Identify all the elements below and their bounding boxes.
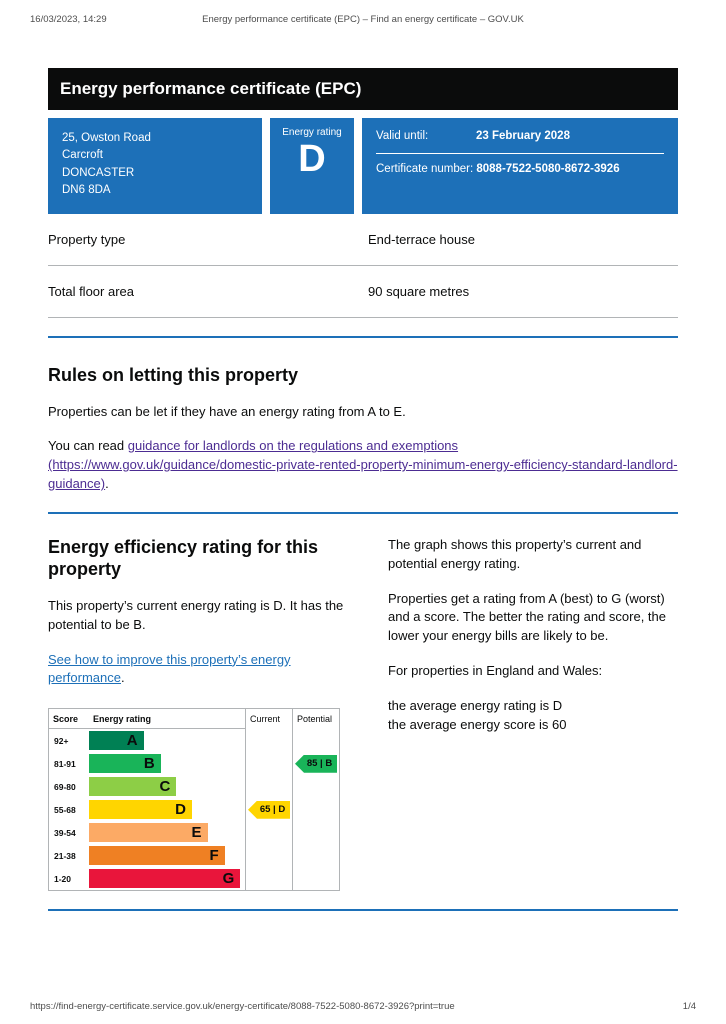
potential-column-cell: [292, 798, 339, 822]
average-rating-para: the average energy rating is D the averag…: [388, 697, 678, 735]
validity-box: Valid until: 23 February 2028 Certificat…: [362, 118, 678, 214]
efficiency-link-para: See how to improve this property’s energ…: [48, 651, 348, 689]
potential-column-cell: [292, 775, 339, 799]
print-timestamp: 16/03/2023, 14:29: [30, 14, 107, 25]
current-column-cell: [245, 729, 292, 753]
efficiency-section: Energy efficiency rating for this proper…: [48, 536, 678, 892]
address-line-2: Carcroft: [62, 149, 103, 162]
efficiency-link-suffix: .: [120, 670, 125, 686]
valid-until-label: Valid until:: [376, 130, 429, 142]
band-f: F: [89, 844, 245, 867]
graph-description-para: The graph shows this property’s current …: [388, 536, 642, 571]
property-type-label: Property type: [48, 232, 126, 247]
energy-rating-label: Energy rating: [282, 127, 342, 138]
band-a-bar: A: [89, 731, 144, 751]
band-g: G: [89, 867, 245, 890]
certificate-summary-panel: 25, Owston Road Carcroft DONCASTER DN6 8…: [48, 118, 678, 214]
address-line-3: DONCASTER: [62, 166, 135, 179]
band-b: B: [89, 752, 245, 775]
print-header: 16/03/2023, 14:29 Energy performance cer…: [0, 14, 726, 25]
efficiency-para-1: This property’s current energy rating is…: [48, 597, 344, 632]
improve-property-link[interactable]: See how to improve this property’s energ…: [48, 651, 291, 686]
band-b-bar: B: [89, 754, 161, 774]
current-column-cell: 65 | D: [245, 798, 292, 822]
potential-column-cell: 85 | B: [292, 752, 339, 776]
potential-column-cell: [292, 821, 339, 845]
address-line-1: 25, Owston Road: [62, 132, 151, 144]
energy-rating-value: D: [298, 138, 326, 180]
print-page-number: 1/4: [682, 1001, 696, 1012]
chart-header-rating: Energy rating: [89, 709, 245, 730]
certificate-page: Energy performance certificate (EPC) 25,…: [48, 0, 678, 912]
epc-banner-title: Energy performance certificate (EPC): [60, 79, 362, 98]
current-column-cell: [245, 775, 292, 799]
address-line-4: DN6 8DA: [62, 183, 111, 196]
band-score-range: 1-20: [54, 873, 72, 884]
band-f-bar: F: [89, 846, 225, 866]
section-divider: [48, 336, 678, 338]
band-c: C: [89, 775, 245, 798]
band-score-range: 81-91: [54, 758, 76, 769]
letting-rules-heading: Rules on letting this property: [48, 365, 299, 385]
band-score-range: 69-80: [54, 781, 76, 792]
current-column-cell: [245, 821, 292, 845]
potential-rating-marker: 85 | B: [295, 754, 337, 773]
rating-explanation-para: Properties get a rating from A (best) to…: [388, 590, 666, 644]
print-footer: https://find-energy-certificate.service.…: [30, 1001, 696, 1012]
band-a: A: [89, 729, 245, 752]
landlord-guidance-link[interactable]: guidance for landlords on the regulation…: [48, 438, 678, 492]
section-divider: [48, 511, 678, 514]
energy-rating-badge: Energy rating D: [270, 118, 354, 214]
letting-rules-para-1: Properties can be let if they have an en…: [48, 403, 406, 419]
certificate-number-value: 8088-7522-5080-8672-3926: [476, 163, 620, 175]
band-c-bar: C: [89, 777, 177, 797]
band-score-range: 55-68: [54, 804, 76, 815]
epc-rating-chart: Score Energy rating Current Potential 92…: [48, 708, 340, 892]
section-divider: [48, 909, 678, 912]
potential-column-cell: [292, 729, 339, 753]
chart-header-current: Current: [245, 709, 292, 730]
floor-area-label: Total floor area: [48, 284, 134, 299]
band-score-range: 39-54: [54, 827, 76, 838]
table-row-floor-area: Total floor area 90 square metres: [48, 266, 678, 318]
property-type-value: End-terrace house: [368, 232, 475, 247]
efficiency-right-column: The graph shows this property’s current …: [388, 536, 678, 891]
print-footer-url: https://find-energy-certificate.service.…: [30, 1001, 455, 1012]
band-score-range: 92+: [54, 735, 69, 746]
england-wales-intro: For properties in England and Wales:: [388, 663, 603, 679]
current-column-cell: [245, 752, 292, 776]
band-g-bar: G: [89, 869, 241, 889]
current-rating-marker: 65 | D: [248, 800, 290, 819]
certificate-number-row: Certificate number: 8088-7522-5080-8672-…: [376, 154, 664, 175]
band-score-range: 21-38: [54, 850, 76, 861]
band-d-bar: D: [89, 800, 192, 820]
potential-column-cell: [292, 844, 339, 868]
certificate-number-label: Certificate number:: [376, 163, 474, 175]
letting-para-2-suffix: .: [105, 476, 109, 492]
valid-until-row: Valid until: 23 February 2028: [376, 130, 664, 154]
letting-para-2-prefix: You can read: [48, 438, 128, 454]
print-page-title: Energy performance certificate (EPC) – F…: [202, 14, 524, 25]
floor-area-value: 90 square metres: [368, 284, 470, 299]
valid-until-date: 23 February 2028: [476, 130, 570, 142]
average-rating-line: the average energy rating is D: [388, 697, 563, 713]
average-score-line: the average energy score is 60: [388, 716, 567, 732]
letting-rules-para-2: You can read guidance for landlords on t…: [48, 437, 678, 494]
efficiency-heading: Energy efficiency rating for this proper…: [48, 536, 319, 580]
property-address: 25, Owston Road Carcroft DONCASTER DN6 8…: [48, 118, 262, 214]
current-column-cell: [245, 867, 292, 891]
efficiency-left-column: Energy efficiency rating for this proper…: [48, 536, 348, 892]
epc-banner: Energy performance certificate (EPC): [48, 68, 678, 110]
potential-column-cell: [292, 867, 339, 891]
chart-header-potential: Potential: [292, 709, 339, 730]
current-column-cell: [245, 844, 292, 868]
chart-header-score: Score: [49, 709, 89, 730]
band-e: E: [89, 821, 245, 844]
band-d: D: [89, 798, 245, 821]
band-e-bar: E: [89, 823, 208, 843]
table-row-property-type: Property type End-terrace house: [48, 214, 678, 266]
